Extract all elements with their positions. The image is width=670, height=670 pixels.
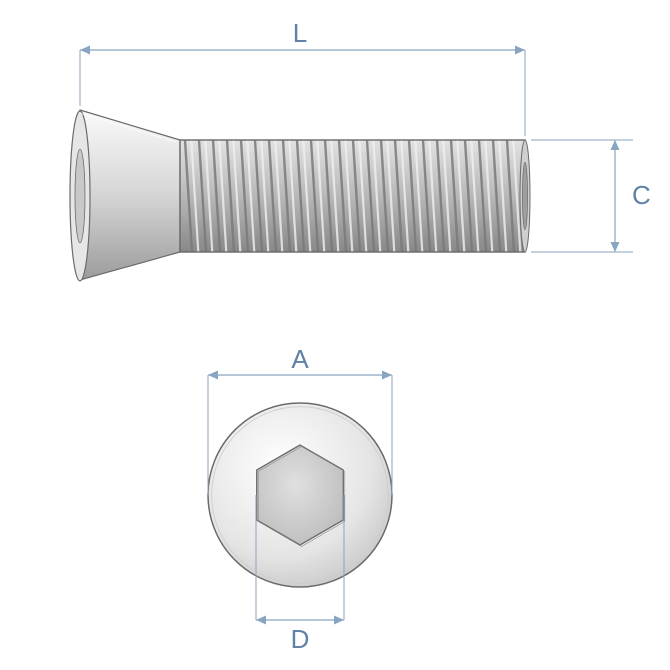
dim-label-D: D <box>291 624 310 654</box>
screw-side-view <box>70 110 530 281</box>
dim-label-C: C <box>632 180 651 210</box>
technical-drawing: L C A D <box>0 0 670 670</box>
screw-end-view <box>208 403 392 587</box>
dim-label-A: A <box>291 344 309 374</box>
dim-label-L: L <box>293 18 307 48</box>
